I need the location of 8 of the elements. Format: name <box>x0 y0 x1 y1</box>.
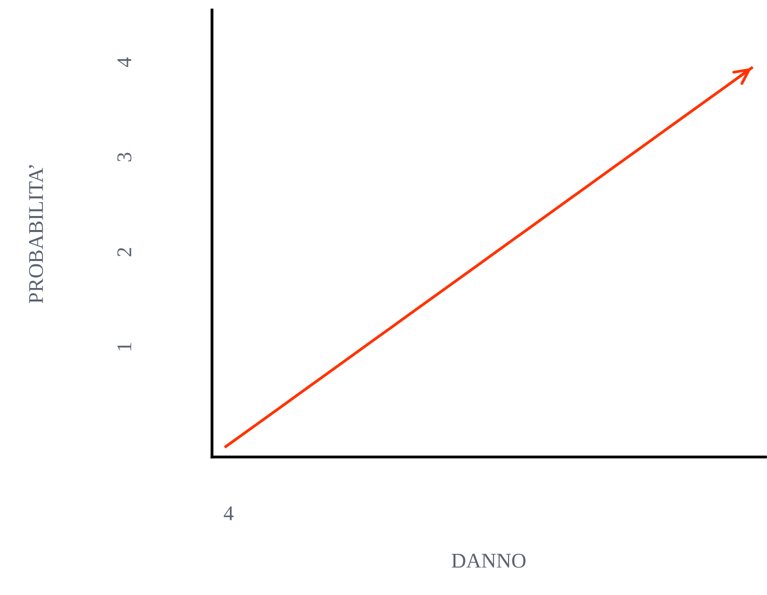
y-tick-label: 2 <box>117 248 132 256</box>
y-tick-label: 3 <box>117 152 132 162</box>
x-axis-title: DANNO <box>452 554 526 568</box>
y-tick-label: 1 <box>117 342 132 350</box>
y-axis-title: PROBABILITA’ <box>28 165 44 304</box>
text: 4 <box>224 506 234 520</box>
y-tick-label: 4 <box>117 57 132 67</box>
line-series <box>224 66 754 448</box>
